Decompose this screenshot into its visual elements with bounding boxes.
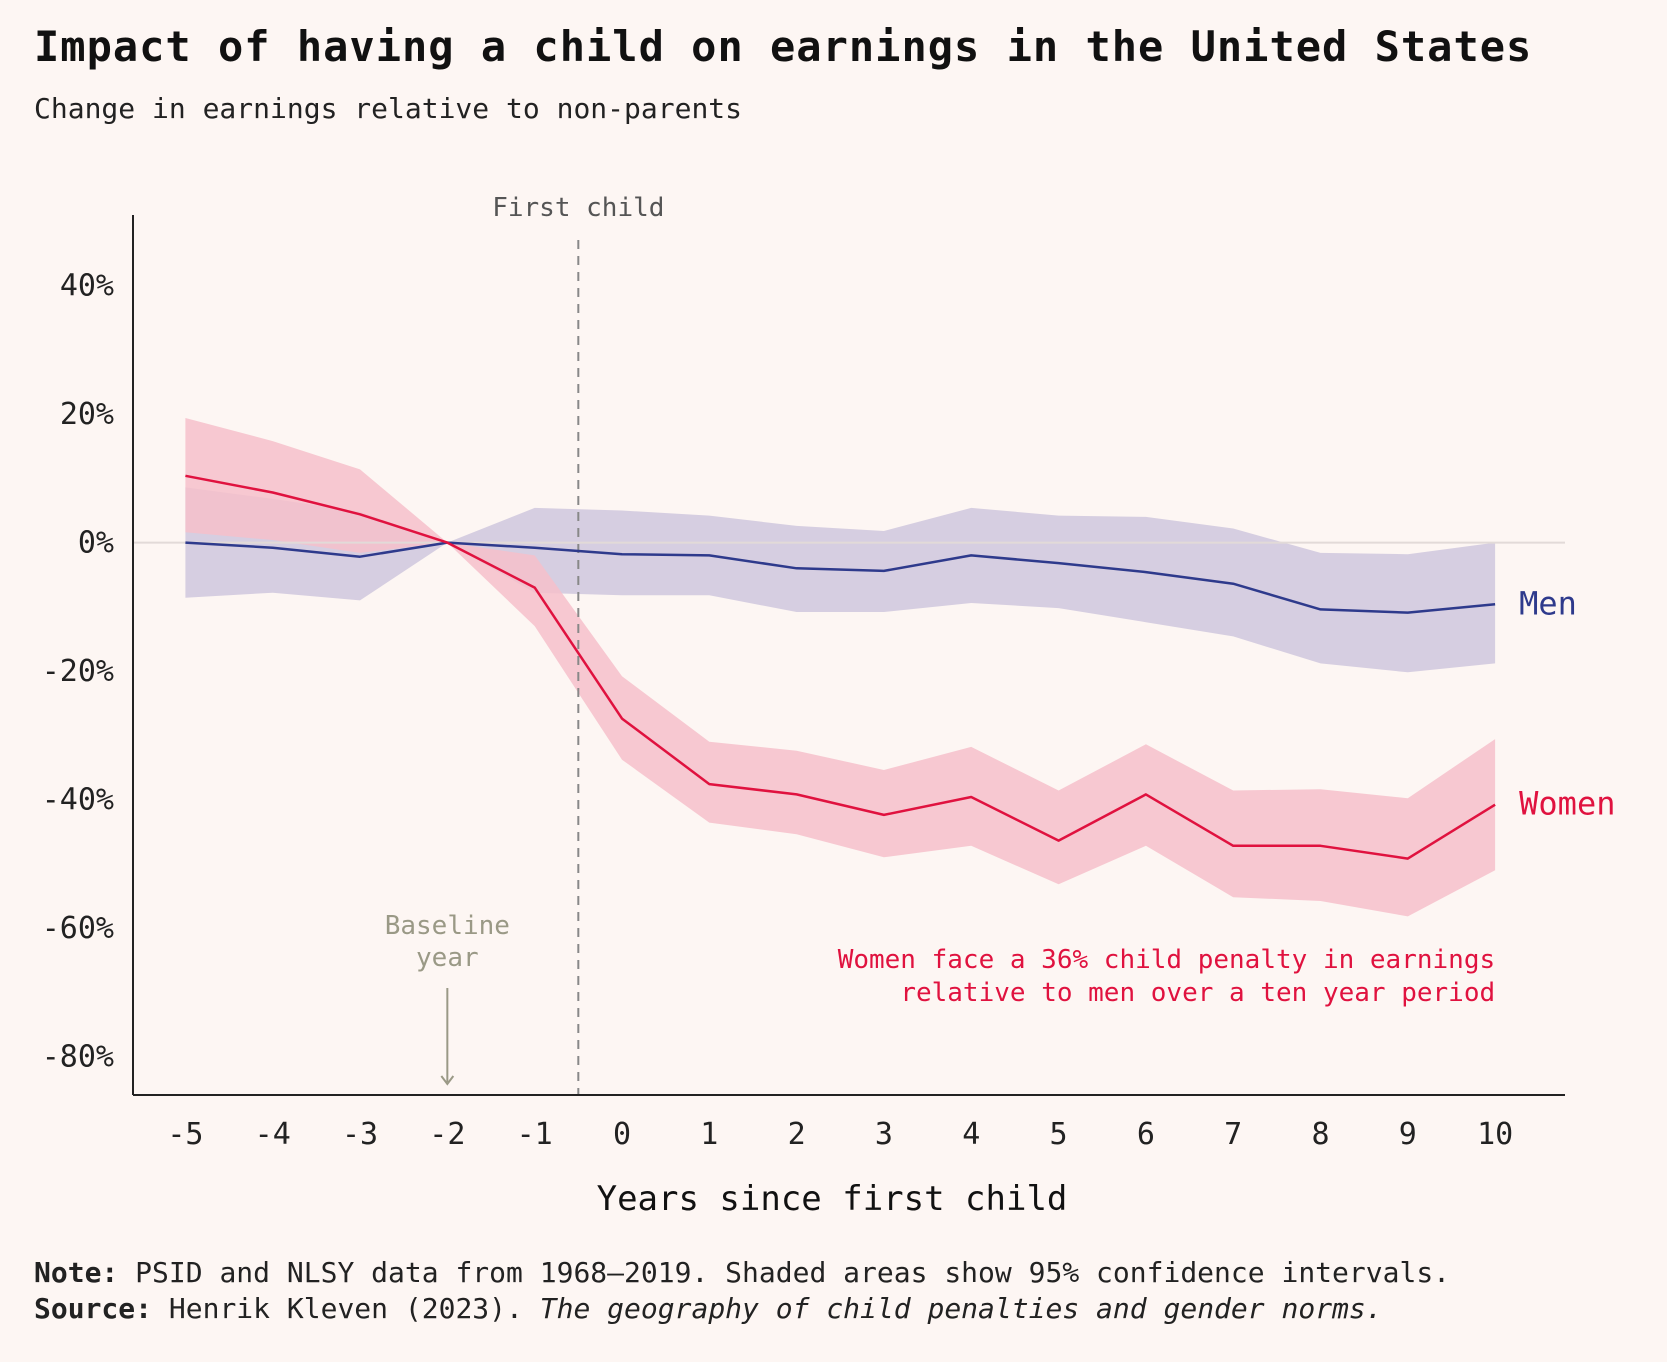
- y-tick-label: -80%: [42, 1039, 114, 1074]
- x-tick-label: 9: [1399, 1117, 1417, 1152]
- y-tick-label: -60%: [42, 911, 114, 946]
- y-tick-label: -40%: [42, 783, 114, 818]
- x-tick-label: 7: [1224, 1117, 1242, 1152]
- source-line: Source: Henrik Kleven (2023). The geogra…: [34, 1291, 1450, 1327]
- y-tick-label: -20%: [42, 654, 114, 689]
- x-tick-label: 10: [1477, 1117, 1513, 1152]
- men-series-label: Men: [1519, 584, 1577, 622]
- source-title: The geography of child penalties and gen…: [539, 1292, 1383, 1325]
- note-label: Note:: [34, 1256, 119, 1289]
- baseline-year-label: Baseline: [385, 911, 510, 941]
- footer: Note: PSID and NLSY data from 1968–2019.…: [34, 1255, 1450, 1327]
- x-tick-label: 5: [1050, 1117, 1068, 1152]
- women-series-label: Women: [1519, 785, 1615, 823]
- x-tick-label: 3: [875, 1117, 893, 1152]
- chart-title: Impact of having a child on earnings in …: [34, 22, 1533, 71]
- y-tick-label: 0%: [78, 526, 114, 561]
- x-tick-labels: -5 -4 -3 -2 -1 0 1 2 3 4 5 6 7 8 9 10: [167, 1117, 1513, 1152]
- source-label: Source:: [34, 1292, 153, 1325]
- y-tick-label: 20%: [60, 397, 114, 432]
- x-tick-label: 2: [788, 1117, 806, 1152]
- source-text: Henrik Kleven (2023).: [168, 1292, 523, 1325]
- baseline-year-label-line2: year: [416, 943, 479, 973]
- note-text: PSID and NLSY data from 1968–2019. Shade…: [135, 1256, 1451, 1289]
- x-tick-label: -1: [517, 1117, 553, 1152]
- first-child-label: First child: [492, 193, 664, 223]
- note-line: Note: PSID and NLSY data from 1968–2019.…: [34, 1255, 1450, 1291]
- x-tick-label: 8: [1311, 1117, 1329, 1152]
- series-lines: [185, 474, 1496, 860]
- penalty-annotation-line2: relative to men over a ten year period: [900, 978, 1495, 1008]
- series-labels: Men Women: [1519, 584, 1615, 822]
- penalty-annotation: Women face a 36% child penalty in earnin…: [838, 945, 1495, 975]
- x-tick-label: 6: [1137, 1117, 1155, 1152]
- y-tick-label: 40%: [60, 269, 114, 304]
- x-tick-label: -3: [342, 1117, 378, 1152]
- x-axis-label: Years since first child: [597, 1179, 1068, 1219]
- x-tick-label: 1: [700, 1117, 718, 1152]
- chart-subtitle: Change in earnings relative to non-paren…: [34, 92, 743, 125]
- x-tick-label: 4: [962, 1117, 980, 1152]
- x-tick-label: 0: [613, 1117, 631, 1152]
- x-tick-label: -2: [429, 1117, 465, 1152]
- women-series-line: [185, 474, 1496, 860]
- x-tick-label: -4: [255, 1117, 291, 1152]
- line-chart: First child 40%20%0%-20%-40%-60%-80% -5-…: [42, 193, 1616, 1219]
- x-tick-label: -5: [167, 1117, 203, 1152]
- men-confidence-band: [185, 487, 1496, 673]
- confidence-bands: [185, 418, 1496, 917]
- y-tick-labels: 40% 20% 0% -20% -40% -60% -80%: [42, 269, 114, 1075]
- baseline-arrowhead-icon: [440, 1075, 455, 1086]
- women-confidence-band: [185, 418, 1496, 917]
- men-series-line: [185, 541, 1496, 614]
